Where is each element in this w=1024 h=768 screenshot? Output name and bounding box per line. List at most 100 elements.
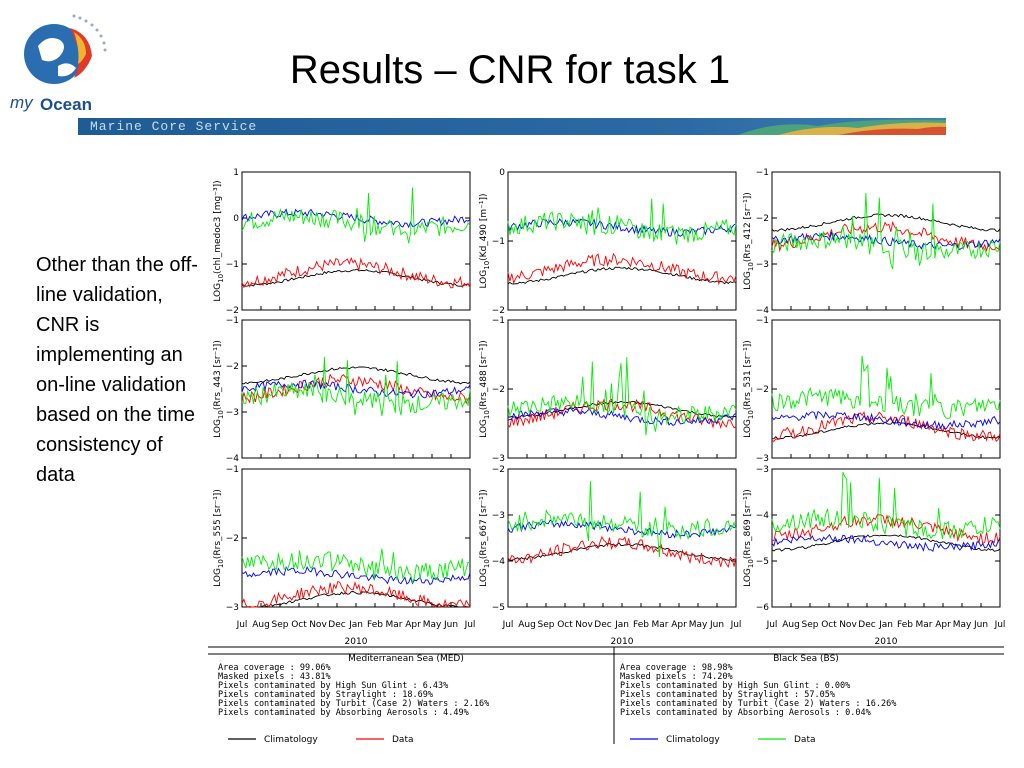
x-tick-label: Aug — [252, 620, 270, 630]
series-med-data — [507, 535, 737, 569]
x-tick-label: Jul — [502, 620, 514, 630]
results-figure: 1 0 −1 −2 LOG10(chl_medoc3 [mg⁻³]) 0 −1 −2 LOG10… — [206, 160, 1006, 745]
x-tick-label: Apr — [671, 620, 687, 630]
logo-text-my: my — [10, 93, 34, 112]
series-bs-data — [507, 357, 737, 436]
x-tick-label: Jan — [614, 620, 629, 630]
y-tick-label: −5 — [492, 603, 505, 613]
series-bs-data — [771, 192, 1001, 270]
panel-4: −1 −2 −3 −4 LOG10(Rrs_443 [sr⁻¹]) — [213, 316, 471, 464]
x-year-label: 2010 — [611, 637, 634, 647]
legend-left-stats: Area coverage : 99.06%Masked pixels : 43… — [218, 663, 489, 718]
x-tick-label: Sep — [272, 620, 289, 630]
myocean-logo: my Ocean — [8, 6, 112, 114]
x-tick-label: Apr — [935, 620, 951, 630]
y-tick-label: −2 — [756, 385, 769, 395]
panel-frame — [241, 171, 471, 311]
x-axis-labels: Jul Aug Sep Oct Nov Dec Jan Feb Mar Apr May Jun Jul2… — [236, 620, 1006, 647]
series-bs-climatology — [771, 410, 1001, 431]
legend-stat-line: Pixels contaminated by High Sun Glint : … — [218, 681, 448, 691]
x-tick-label: Aug — [518, 620, 536, 630]
y-tick-label: −6 — [756, 603, 770, 613]
x-tick-label: Jul — [994, 620, 1006, 630]
y-tick-label: −2 — [492, 465, 505, 475]
panel-6: −1 −2 −3 LOG10(Rrs_531 [sr⁻¹]) — [743, 316, 1001, 464]
series-bs-data — [507, 481, 737, 557]
legend-area: Mediterranean Sea (MED) Black Sea (BS) A… — [208, 646, 1004, 745]
side-text: Other than the off-line validation, CNR … — [36, 254, 198, 486]
series-med-data — [772, 513, 1001, 545]
y-tick-label: −2 — [226, 306, 239, 316]
y-axis-label: LOG10(Rrs_531 [sr⁻¹]) — [743, 340, 755, 438]
y-tick-label: −3 — [226, 408, 239, 418]
series-bs-data — [771, 355, 1001, 419]
series-bs-climatology — [241, 379, 471, 399]
x-tick-label: Dec — [594, 620, 611, 630]
panel-5: −1 −2 −3 LOG10(Rrs_488 [sr⁻¹]) — [479, 316, 737, 464]
series-bs-data — [507, 198, 737, 245]
series-bs-climatology — [771, 231, 1001, 251]
y-tick-label: −3 — [492, 511, 505, 521]
x-tick-label: Jun — [709, 620, 724, 630]
x-tick-label: Feb — [367, 620, 383, 630]
x-tick-label: Sep — [802, 620, 819, 630]
y-tick-label: −1 — [226, 465, 239, 475]
x-tick-label: Dec — [858, 620, 875, 630]
slide-title: Results – CNR for task 1 — [289, 48, 731, 92]
x-tick-label: Apr — [405, 620, 421, 630]
banner-wave-graphic — [738, 119, 946, 135]
x-tick-label: Jul — [730, 620, 742, 630]
banner: Marine Core Service — [78, 118, 946, 135]
panel-frame — [507, 171, 737, 311]
y-tick-label: −1 — [756, 168, 769, 178]
y-tick-label: −3 — [756, 260, 769, 270]
panel-2: 0 −1 −2 LOG10(Kd_490 [m⁻¹]) — [479, 168, 737, 316]
legend-stat-line: Area coverage : 99.06% — [218, 663, 331, 673]
x-tick-label: Oct — [291, 620, 307, 630]
y-tick-label: −3 — [756, 465, 769, 475]
x-tick-label: Nov — [575, 620, 593, 630]
x-tick-label: Jul — [766, 620, 778, 630]
y-tick-label: −2 — [756, 214, 769, 224]
panel-9: −3 −4 −5 −6 LOG10(Rrs_869 [sr⁻¹]) — [743, 465, 1001, 613]
y-tick-label: −4 — [756, 511, 770, 521]
y-tick-label: 1 — [233, 168, 239, 178]
series-med-climatology — [242, 591, 470, 608]
y-tick-label: −4 — [492, 557, 506, 567]
globe-icon: my Ocean — [10, 14, 107, 114]
y-tick-label: −4 — [226, 454, 240, 464]
x-tick-label: Jun — [973, 620, 988, 630]
x-tick-label: Oct — [557, 620, 573, 630]
legend-right-climatology: Climatology — [630, 735, 720, 745]
series-med-climatology — [507, 266, 737, 285]
x-tick-label: Jul — [236, 620, 248, 630]
y-tick-label: −3 — [492, 454, 505, 464]
y-tick-label: 0 — [233, 214, 239, 224]
y-tick-label: −4 — [756, 306, 770, 316]
series-bs-climatology — [771, 534, 1001, 552]
x-tick-label: Oct — [821, 620, 837, 630]
y-axis-label: LOG10(Rrs_667 [sr⁻¹]) — [479, 489, 491, 587]
legend-label-climatology: Climatology — [264, 735, 318, 745]
legend-left-climatology: Climatology — [228, 735, 318, 745]
series-med-data — [507, 252, 737, 286]
panel-frame — [771, 468, 1001, 608]
legend-label-bs-data: Data — [794, 735, 816, 745]
x-tick-label: Dec — [328, 620, 345, 630]
legend-stat-line: Area coverage : 98.98% — [620, 663, 733, 673]
legend-right-stats: Area coverage : 98.98%Masked pixels : 74… — [620, 663, 896, 718]
x-tick-label: Mar — [652, 620, 669, 630]
x-tick-label: Jan — [348, 620, 363, 630]
series-bs-data — [241, 356, 471, 416]
series-med-data — [771, 411, 1001, 442]
legend-stat-line: Pixels contaminated by High Sun Glint : … — [620, 681, 850, 691]
y-tick-label: −2 — [226, 362, 239, 372]
series-med-climatology — [771, 213, 1001, 232]
legend-label-bs-climatology: Climatology — [666, 735, 720, 745]
legend-left-region: Mediterranean Sea (MED) — [348, 654, 464, 664]
y-tick-label: 0 — [499, 168, 505, 178]
logo-text-ocean: Ocean — [40, 95, 92, 114]
series-bs-data — [771, 471, 1001, 540]
